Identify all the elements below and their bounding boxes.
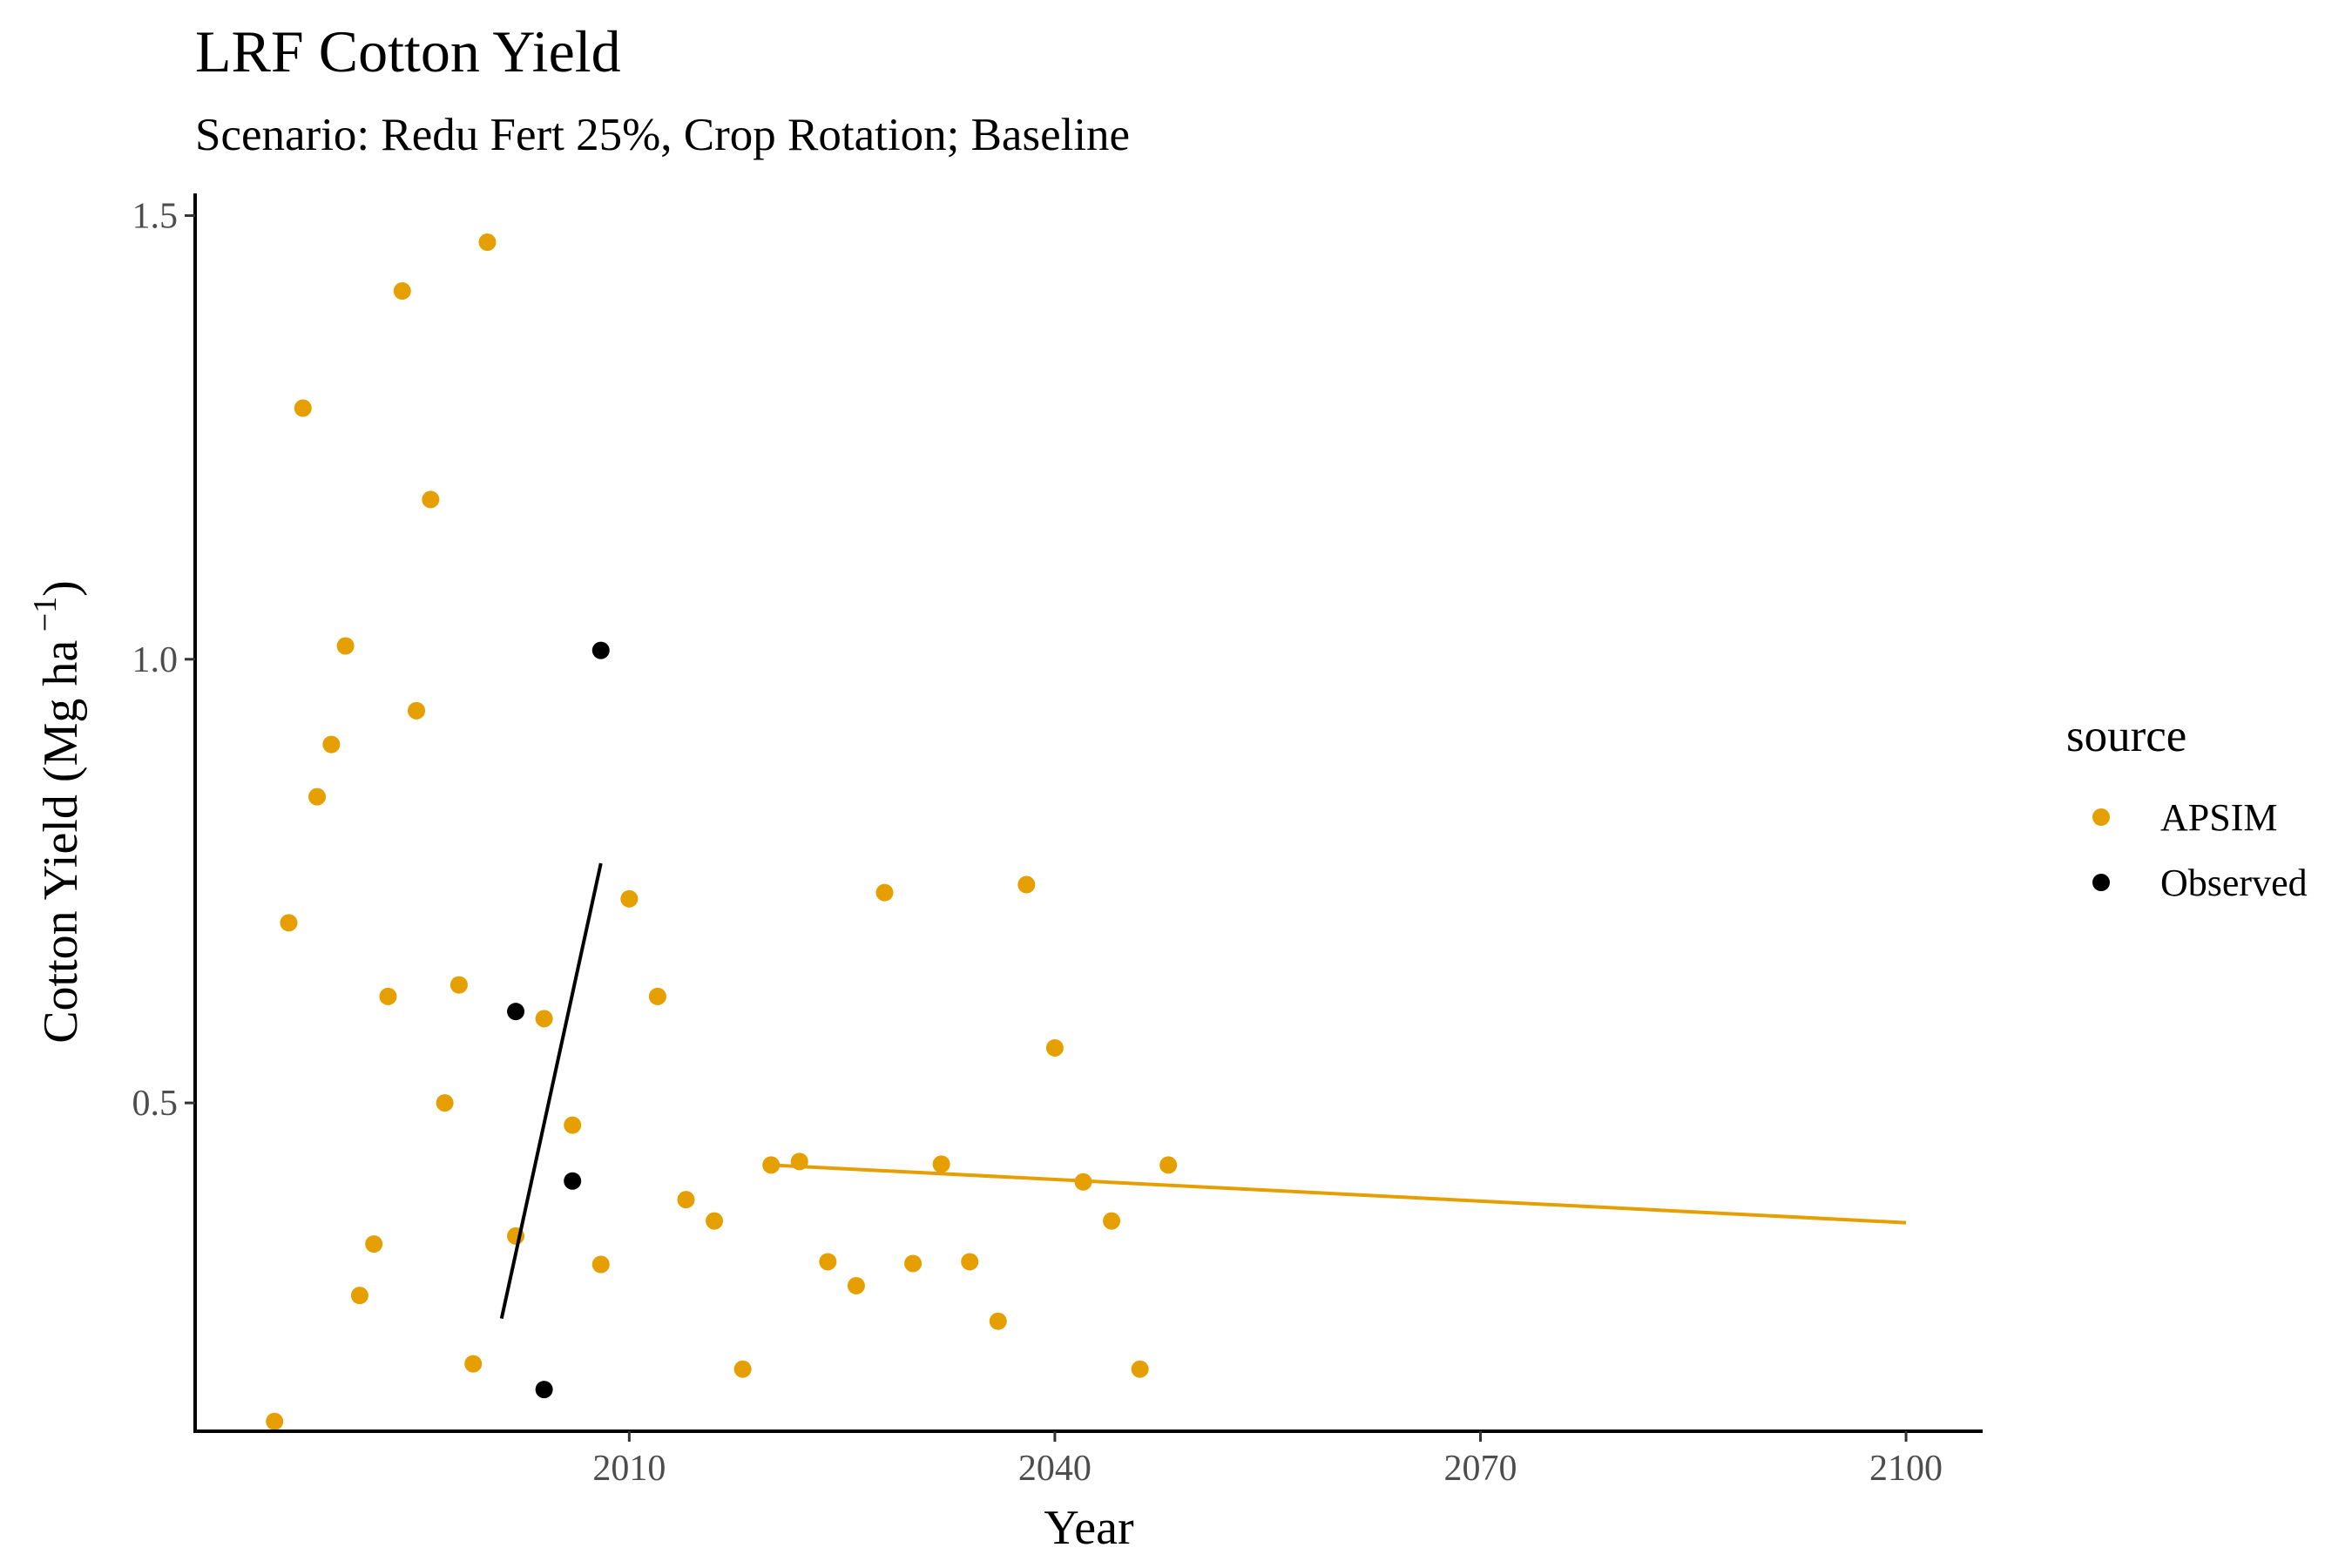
trend-line-observed bbox=[499, 862, 603, 1320]
series-apsim bbox=[266, 233, 1178, 1430]
data-point bbox=[308, 787, 327, 806]
data-point bbox=[819, 1253, 837, 1271]
x-tick-label: 2100 bbox=[1869, 1449, 1943, 1489]
data-point bbox=[535, 1381, 553, 1399]
data-point bbox=[564, 1116, 582, 1134]
data-point bbox=[591, 641, 610, 659]
data-point bbox=[932, 1155, 950, 1173]
legend-entries: APSIM Observed bbox=[2092, 796, 2308, 904]
data-point bbox=[875, 883, 894, 902]
x-axis-title: Year bbox=[1044, 1501, 1134, 1555]
data-point bbox=[961, 1253, 979, 1271]
data-point bbox=[1131, 1360, 1149, 1378]
data-point bbox=[706, 1212, 724, 1230]
legend-key-observed bbox=[2092, 874, 2110, 891]
data-point bbox=[478, 233, 497, 252]
data-point bbox=[350, 1287, 368, 1305]
data-point bbox=[393, 282, 411, 301]
data-point bbox=[266, 1412, 284, 1430]
x-tick-label: 2040 bbox=[1018, 1449, 1092, 1489]
data-point bbox=[422, 490, 440, 509]
data-point bbox=[677, 1191, 695, 1209]
y-axis-title-superscript: −1 bbox=[27, 597, 64, 640]
data-point bbox=[336, 637, 355, 655]
data-point bbox=[379, 987, 397, 1005]
data-point bbox=[436, 1094, 454, 1112]
data-point bbox=[591, 1255, 610, 1274]
chart-subtitle: Scenario: Redu Fert 25%, Crop Rotation; … bbox=[195, 110, 1130, 160]
data-point bbox=[989, 1312, 1007, 1330]
data-point bbox=[1045, 1038, 1064, 1057]
legend-title: source bbox=[2066, 711, 2186, 761]
data-point bbox=[904, 1254, 923, 1273]
data-point bbox=[733, 1360, 752, 1378]
data-point bbox=[847, 1276, 865, 1294]
data-point bbox=[408, 701, 426, 720]
legend: source APSIM Observed bbox=[2066, 711, 2308, 904]
data-point bbox=[365, 1235, 383, 1254]
data-point bbox=[1103, 1212, 1121, 1230]
data-point bbox=[1017, 875, 1036, 894]
data-point bbox=[322, 735, 341, 754]
y-tick-label: 1.0 bbox=[132, 640, 179, 680]
y-tick-label: 1.5 bbox=[132, 196, 179, 236]
series-observed bbox=[507, 641, 610, 1399]
data-point bbox=[464, 1355, 483, 1373]
data-point bbox=[535, 1010, 553, 1028]
data-point bbox=[1159, 1156, 1178, 1174]
data-point bbox=[280, 914, 298, 932]
y-axis-title: Cotton Yield (Mg ha −1) bbox=[27, 580, 88, 1044]
legend-label-apsim: APSIM bbox=[2160, 796, 2278, 839]
data-point bbox=[294, 399, 312, 417]
legend-key-apsim bbox=[2092, 808, 2110, 826]
data-point bbox=[620, 889, 639, 908]
y-axis-title-main: Cotton Yield (Mg ha bbox=[34, 640, 88, 1044]
x-tick-label: 2010 bbox=[592, 1449, 666, 1489]
data-point bbox=[648, 987, 666, 1005]
data-point bbox=[449, 976, 468, 994]
data-point bbox=[564, 1172, 582, 1190]
chart-title: LRF Cotton Yield bbox=[195, 18, 621, 84]
plot-area bbox=[266, 233, 1907, 1430]
legend-label-observed: Observed bbox=[2160, 862, 2308, 904]
y-axis-ticks: 0.5 1.0 1.5 bbox=[132, 196, 195, 1124]
data-point bbox=[507, 1003, 525, 1021]
x-tick-label: 2070 bbox=[1443, 1449, 1517, 1489]
y-axis-title-group: Cotton Yield (Mg ha −1) bbox=[27, 580, 88, 1044]
x-axis-ticks: 2010 2040 2070 2100 bbox=[592, 1431, 1943, 1489]
trend-line-apsim bbox=[771, 1163, 1907, 1225]
y-tick-label: 0.5 bbox=[132, 1084, 179, 1124]
y-axis-title-close: ) bbox=[34, 580, 88, 597]
